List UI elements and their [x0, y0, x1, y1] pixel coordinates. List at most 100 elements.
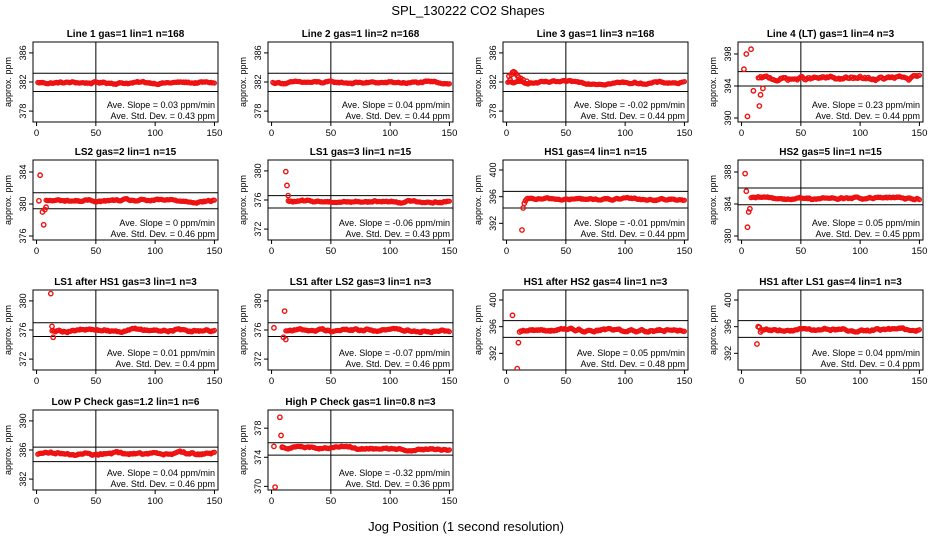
data-point-outlier: [523, 78, 530, 85]
data-point-outlier: [509, 312, 516, 319]
y-tick-label: 382: [18, 472, 28, 487]
data-series: [741, 46, 923, 120]
panel-8: HS2 gas=5 lin=1 n=15 0 50 100 150 380 384 388 ap…: [708, 147, 927, 257]
data-point-outlier: [284, 182, 290, 189]
data-point-outlier: [40, 221, 47, 228]
y-tick-label: 370: [253, 479, 263, 494]
panel-7: HS1 gas=4 lin=1 n=15 0 50 100 150 392 396 400 ap…: [473, 147, 692, 257]
y-axis-label: approx. ppm: [708, 57, 718, 107]
x-tick-label: 50: [561, 246, 572, 257]
y-tick-label: 400: [723, 292, 733, 307]
data-point-outlier: [37, 172, 44, 179]
x-tick-label: 150: [207, 496, 223, 507]
y-tick-label: 378: [253, 104, 263, 119]
data-point: [916, 197, 923, 203]
y-tick-label: 392: [488, 216, 498, 231]
y-axis-label: approx. ppm: [238, 305, 248, 355]
y-tick-label: 382: [18, 74, 28, 89]
std-annotation: Ave. Std. Dev. = 0.45 ppm: [816, 229, 920, 239]
data-point-outlier: [760, 85, 766, 92]
x-tick-label: 50: [91, 246, 102, 257]
slope-annotation: Ave. Slope = -0.01 ppm/min: [574, 218, 685, 228]
x-tick-label: 0: [504, 246, 509, 257]
x-tick-label: 50: [561, 376, 572, 387]
data-point: [916, 72, 923, 78]
std-annotation: Ave. Std. Dev. = 0.4 ppm: [821, 359, 920, 369]
x-tick-label: 0: [34, 128, 39, 139]
y-tick-label: 372: [253, 352, 263, 367]
x-tick-label: 100: [852, 376, 868, 387]
slope-annotation: Ave. Slope = -0.02 ppm/min: [574, 100, 685, 110]
panel-4: Line 4 (LT) gas=1 lin=4 n=3 0 50 100 150 390 3…: [708, 29, 927, 139]
data-point-outlier: [49, 323, 55, 330]
std-annotation: Ave. Std. Dev. = 0.44 ppm: [346, 111, 450, 121]
y-tick-label: 400: [488, 162, 498, 177]
x-tick-label: 100: [382, 246, 398, 257]
data-point-outlier: [743, 51, 750, 57]
y-tick-label: 386: [18, 45, 28, 60]
panel-title: Low P Check gas=1.2 lin=1 n=6: [52, 397, 200, 408]
data-point-outlier: [271, 324, 277, 331]
y-axis-label: approx. ppm: [473, 175, 483, 225]
data-series: [519, 194, 688, 233]
x-tick-label: 50: [326, 246, 337, 257]
x-tick-label: 50: [91, 496, 102, 507]
y-tick-label: 382: [488, 74, 498, 89]
figure-title: SPL_130222 CO2 Shapes: [391, 3, 545, 18]
y-tick-label: 372: [18, 352, 28, 367]
slope-annotation: Ave. Slope = 0.23 ppm/min: [812, 100, 920, 110]
slope-annotation: Ave. Slope = 0.04 ppm/min: [812, 348, 920, 358]
y-tick-label: 388: [723, 164, 733, 179]
x-tick-label: 150: [207, 376, 223, 387]
data-point-outlier: [745, 209, 752, 215]
panel-title: HS1 after LS1 gas=4 lin=1 n=3: [759, 277, 902, 288]
y-tick-label: 398: [723, 46, 733, 61]
y-tick-label: 396: [488, 189, 498, 204]
y-axis-label: approx. ppm: [3, 305, 13, 355]
data-point: [211, 80, 218, 86]
slope-annotation: Ave. Slope = 0.03 ppm/min: [107, 100, 215, 110]
data-series: [505, 68, 688, 88]
y-tick-label: 376: [18, 322, 28, 337]
data-point: [681, 197, 688, 203]
panel-title: HS2 gas=5 lin=1 n=15: [779, 147, 882, 158]
std-annotation: Ave. Std. Dev. = 0.46 ppm: [111, 229, 215, 239]
data-point-outlier: [47, 290, 54, 297]
data-point: [916, 327, 923, 333]
x-tick-label: 150: [442, 496, 458, 507]
panel-title: Line 2 gas=1 lin=2 n=168: [302, 29, 420, 40]
data-point: [211, 327, 218, 333]
y-tick-label: 394: [723, 78, 733, 93]
y-tick-label: 376: [253, 192, 263, 207]
panel-title: HS1 gas=4 lin=1 n=15: [544, 147, 647, 158]
panel-title: LS1 after HS1 gas=3 lin=1 n=3: [54, 277, 197, 288]
slope-annotation: Ave. Slope = -0.07 ppm/min: [339, 348, 450, 358]
data-point-outlier: [279, 444, 286, 450]
x-tick-label: 100: [382, 128, 398, 139]
panel-3: Line 3 gas=1 lin=3 n=168 0 50 100 150 378 382 3…: [473, 29, 692, 139]
data-series: [270, 78, 453, 87]
std-annotation: Ave. Std. Dev. = 0.43 ppm: [346, 229, 450, 239]
data-point-outlier: [743, 188, 750, 195]
slope-annotation: Ave. Slope = 0.04 ppm/min: [107, 468, 215, 478]
panel-14: High P Check gas=1 lin=0.8 n=3 0 50 100 150 3…: [238, 397, 457, 507]
x-tick-label: 0: [269, 128, 274, 139]
slope-annotation: Ave. Slope = -0.32 ppm/min: [339, 468, 450, 478]
slope-annotation: Ave. Slope = 0.05 ppm/min: [577, 348, 685, 358]
figure-xlabel: Jog Position (1 second resolution): [368, 519, 564, 534]
y-tick-label: 392: [723, 346, 733, 361]
x-tick-label: 0: [739, 128, 744, 139]
x-tick-label: 150: [442, 128, 458, 139]
data-point-outlier: [757, 91, 764, 98]
data-point-outlier: [36, 197, 42, 204]
data-point-outlier: [282, 168, 289, 175]
data-point-outlier: [281, 308, 288, 314]
data-series: [754, 323, 923, 347]
plot-frame: [502, 289, 689, 371]
x-tick-label: 50: [91, 128, 102, 139]
x-tick-label: 0: [34, 376, 39, 387]
data-point: [211, 197, 218, 203]
data-point-outlier: [756, 103, 763, 109]
data-point-outlier: [750, 87, 757, 94]
std-annotation: Ave. Std. Dev. = 0.43 ppm: [111, 111, 215, 121]
